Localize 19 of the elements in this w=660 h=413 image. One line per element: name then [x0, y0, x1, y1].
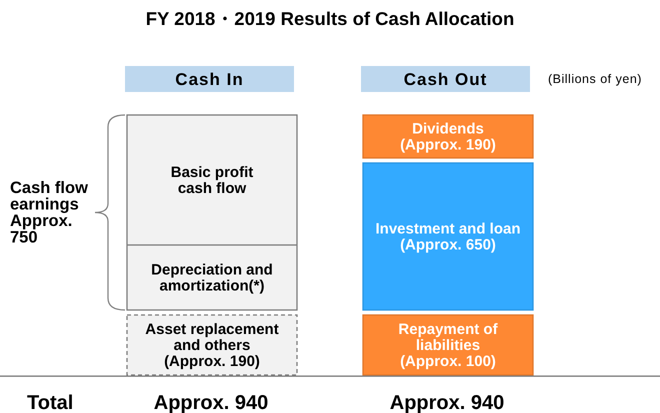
- series-label: Dividends: [412, 120, 484, 138]
- data-label: (Approx. 190): [164, 353, 260, 370]
- series-label: Investment and loan: [375, 220, 521, 238]
- text: Approx. 940: [390, 392, 504, 413]
- category-label: Cash In: [175, 70, 244, 89]
- text: Cash flow earnings: [10, 178, 88, 214]
- text: Depreciation and amortization(*): [151, 262, 273, 294]
- data-label: (Approx. 650): [400, 236, 496, 254]
- series-label: Asset replacement and others: [145, 321, 279, 354]
- data-label: (Approx. 190): [400, 136, 496, 154]
- category-label: Cash Out: [404, 70, 488, 89]
- text: FY 2018・2019 Results of Cash Allocation: [146, 8, 514, 29]
- text: (Billions of yen): [548, 72, 642, 86]
- text: Approx. 940: [154, 392, 268, 413]
- series-label: Repayment of liabilities: [398, 321, 499, 354]
- text: Basic profit cash flow: [170, 164, 254, 197]
- data-label: Approx. 750: [10, 212, 72, 246]
- data-label: (Approx. 100): [400, 353, 496, 370]
- text: Total: [27, 392, 74, 413]
